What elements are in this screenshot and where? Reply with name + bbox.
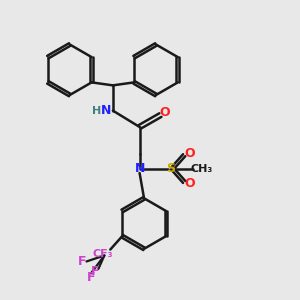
Text: F: F [78,255,86,268]
Text: F: F [87,271,95,284]
Text: O: O [160,106,170,118]
Text: CF₃: CF₃ [93,249,113,259]
Text: CH₃: CH₃ [191,164,213,174]
Text: F: F [91,266,100,278]
Text: N: N [134,162,145,175]
Text: H: H [92,106,101,116]
Text: N: N [101,104,112,117]
Text: S: S [166,162,175,175]
Text: O: O [184,147,194,160]
Text: O: O [184,177,194,190]
